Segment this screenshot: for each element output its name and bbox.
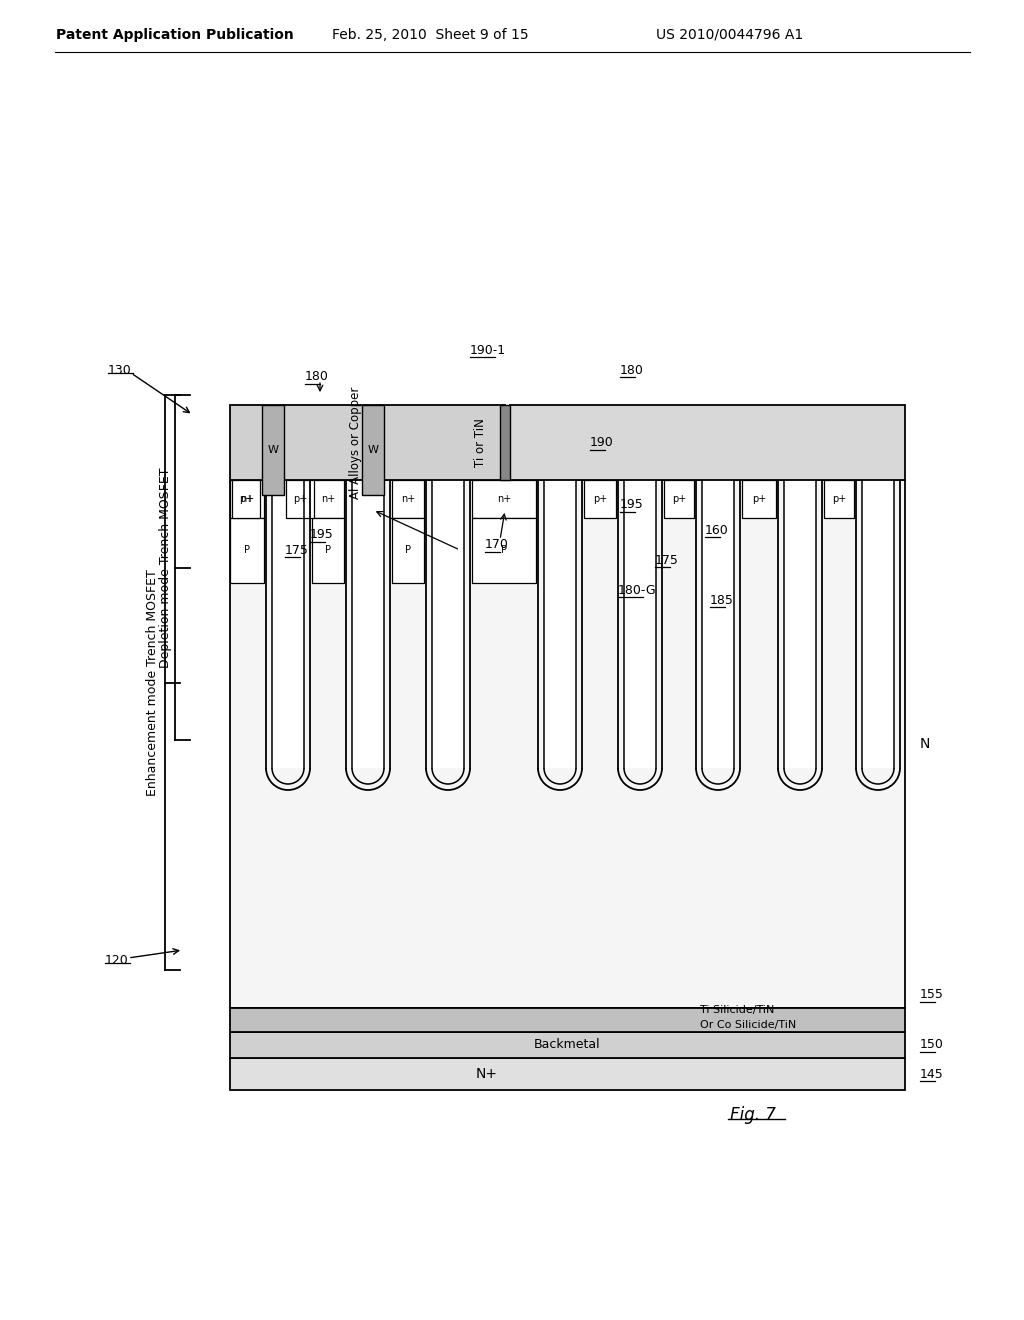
Bar <box>230 405 505 480</box>
Text: 150: 150 <box>920 1039 944 1052</box>
Text: Enhancement mode Trench MOSFET: Enhancement mode Trench MOSFET <box>146 570 160 796</box>
Bar <box>230 480 264 517</box>
Bar <box>352 480 384 768</box>
Text: W: W <box>368 445 379 455</box>
Text: 195: 195 <box>310 528 334 541</box>
Bar <box>742 480 776 517</box>
Text: 190: 190 <box>590 437 613 450</box>
Text: 180-G: 180-G <box>618 583 656 597</box>
Bar <box>230 1059 905 1090</box>
Text: p+: p+ <box>831 494 846 504</box>
Text: Feb. 25, 2010  Sheet 9 of 15: Feb. 25, 2010 Sheet 9 of 15 <box>332 28 528 42</box>
Text: Depletion mode Trench MOSFET: Depletion mode Trench MOSFET <box>159 467 171 668</box>
Text: P: P <box>406 545 411 554</box>
Text: Or Co Silicide/TiN: Or Co Silicide/TiN <box>700 1020 797 1030</box>
Text: Ti or TiN: Ti or TiN <box>473 418 486 467</box>
Text: 120: 120 <box>105 953 129 966</box>
Text: Backmetal: Backmetal <box>534 1039 600 1052</box>
Bar <box>230 1032 905 1059</box>
Text: 175: 175 <box>655 553 679 566</box>
Text: 160: 160 <box>705 524 729 536</box>
Bar <box>544 480 575 768</box>
Bar <box>312 480 344 517</box>
Text: 195: 195 <box>620 499 644 511</box>
Text: W: W <box>267 445 279 455</box>
Bar <box>584 480 616 517</box>
Text: 130: 130 <box>108 363 132 376</box>
Bar <box>362 405 384 495</box>
Bar <box>392 517 424 583</box>
Bar <box>230 480 905 1008</box>
Text: Ti Silicide/TiN: Ti Silicide/TiN <box>700 1005 774 1015</box>
Text: p+: p+ <box>752 494 766 504</box>
Text: 180: 180 <box>305 371 329 384</box>
Bar <box>230 517 264 583</box>
Text: N: N <box>920 737 931 751</box>
Bar <box>784 480 816 768</box>
Bar <box>824 480 854 517</box>
Bar <box>624 480 656 768</box>
Text: 185: 185 <box>710 594 734 606</box>
Text: US 2010/0044796 A1: US 2010/0044796 A1 <box>656 28 804 42</box>
Text: N+: N+ <box>476 1067 498 1081</box>
Bar <box>500 405 510 480</box>
Bar <box>510 405 905 480</box>
Text: 175: 175 <box>285 544 309 557</box>
Bar <box>472 517 536 583</box>
Text: 190-1: 190-1 <box>470 343 506 356</box>
Text: 170: 170 <box>485 539 509 552</box>
Text: Patent Application Publication: Patent Application Publication <box>56 28 294 42</box>
Bar <box>862 480 894 768</box>
Bar <box>664 480 694 517</box>
Text: n+: n+ <box>321 494 335 504</box>
Bar <box>472 480 536 517</box>
Bar <box>232 480 260 517</box>
Text: p+: p+ <box>239 494 253 504</box>
Bar <box>392 480 424 517</box>
Text: n+: n+ <box>497 494 511 504</box>
Text: n+: n+ <box>400 494 415 504</box>
Text: P: P <box>244 545 250 554</box>
Text: P: P <box>325 545 331 554</box>
Bar <box>230 1008 905 1032</box>
Bar <box>262 405 284 495</box>
Text: p+: p+ <box>293 494 307 504</box>
Text: 155: 155 <box>920 989 944 1002</box>
Text: P: P <box>501 545 507 554</box>
Bar <box>286 480 314 517</box>
Text: 180: 180 <box>620 363 644 376</box>
Text: p+: p+ <box>672 494 686 504</box>
Text: Al Alloys or Copper: Al Alloys or Copper <box>348 387 361 499</box>
Bar <box>432 480 464 768</box>
Text: Fig. 7: Fig. 7 <box>730 1106 776 1125</box>
Bar <box>272 480 304 768</box>
Text: 145: 145 <box>920 1068 944 1081</box>
Text: n+: n+ <box>240 494 254 504</box>
Bar <box>312 517 344 583</box>
Text: p+: p+ <box>593 494 607 504</box>
Bar <box>702 480 734 768</box>
